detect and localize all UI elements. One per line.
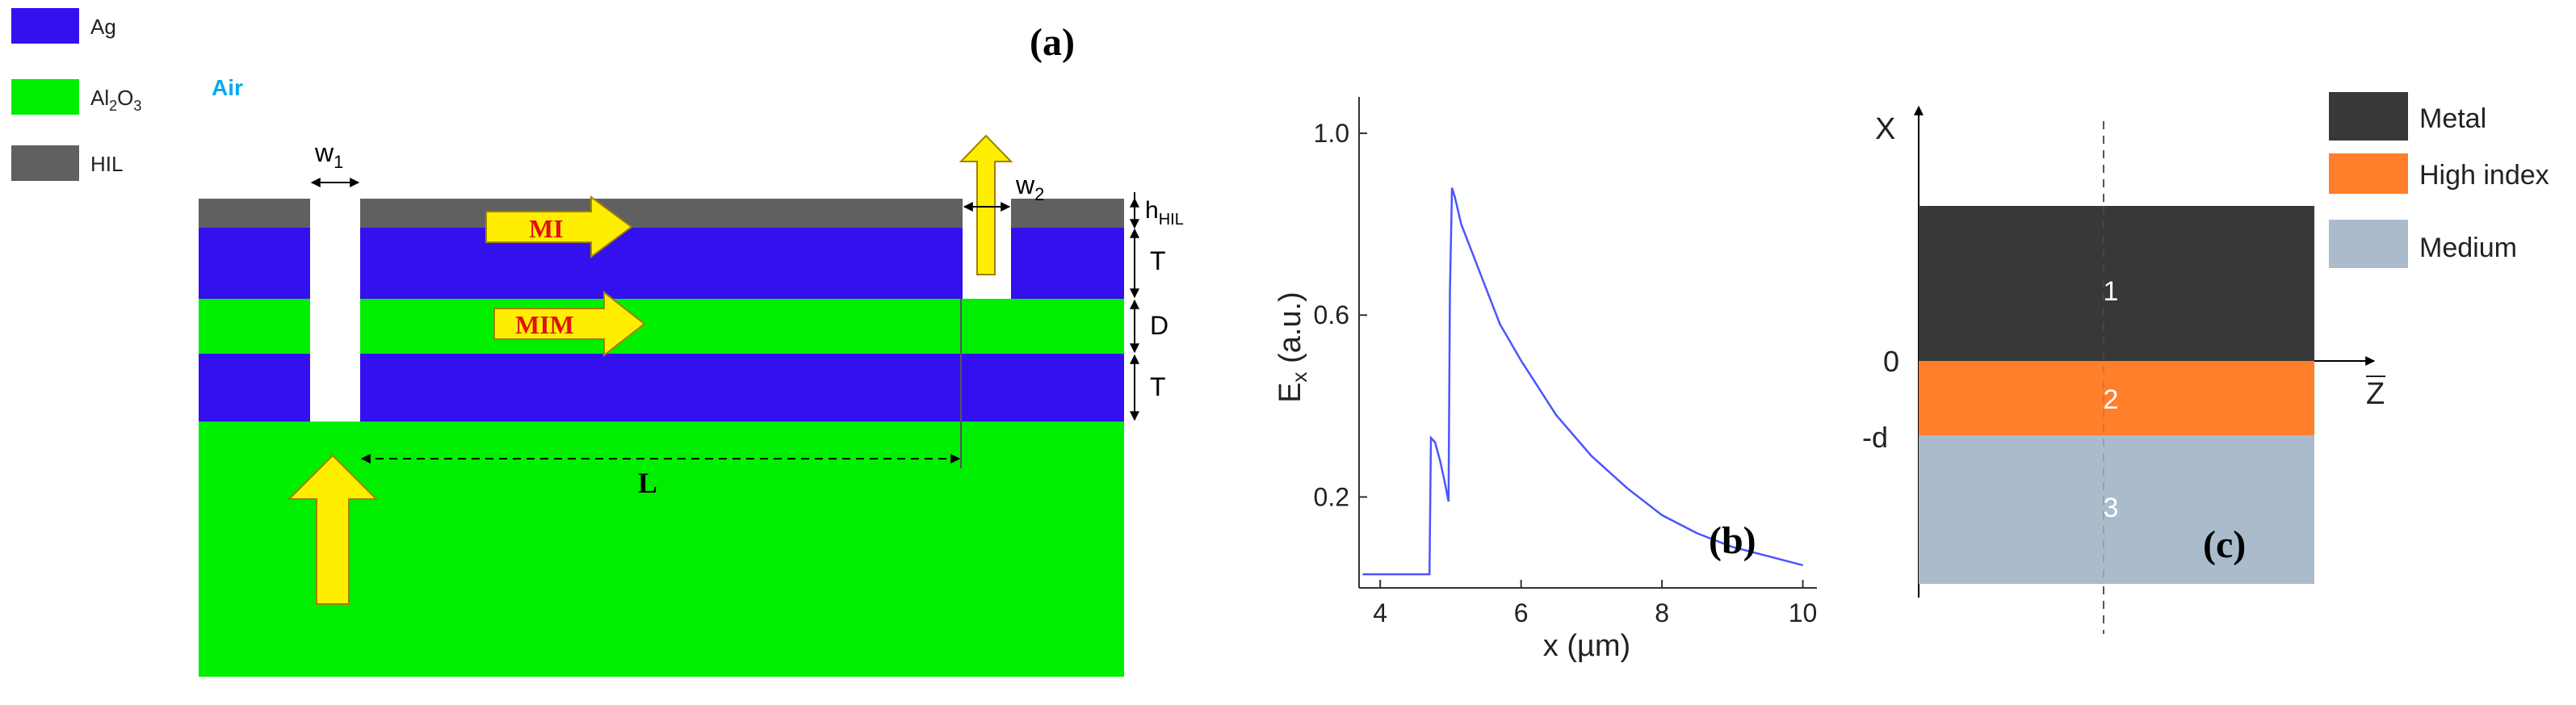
y-tick-label: 0.6 [1314, 300, 1349, 329]
dim-L: L [360, 454, 961, 499]
panel-a-legend: Ag Al2O3 HIL [11, 8, 141, 181]
x-axis-label: X [1875, 112, 1895, 146]
panel-a: Ag Al2O3 HIL Air (a) MI M [11, 8, 1184, 677]
w1-label: w1 [314, 138, 343, 172]
legend-label-metal: Metal [2419, 103, 2486, 134]
panel-c: X 1 2 3 Z 0 -d (c) Metal High index Medi… [1862, 92, 2549, 634]
y-tick-label: 0.2 [1314, 482, 1349, 511]
dim-right: hHIL T D T [1130, 192, 1184, 422]
legend-label-high-index: High index [2419, 160, 2549, 191]
h-hil-label: hHIL [1145, 197, 1184, 229]
mi-label: MI [529, 214, 564, 243]
dim-w2: w2 [963, 170, 1044, 212]
minus-d-label: -d [1862, 421, 1888, 454]
legend-swatch-high-index [2329, 153, 2408, 194]
legend-label-al2o3: Al2O3 [90, 86, 141, 114]
x-tick-label: 8 [1655, 598, 1669, 627]
z-axis-label: Z [2366, 377, 2385, 411]
slit-w1 [310, 199, 360, 422]
substrate-al2o3 [199, 422, 1124, 677]
legend-label-ag: Ag [90, 15, 116, 39]
legend-label-medium: Medium [2419, 233, 2517, 263]
region-label-2: 2 [2104, 384, 2119, 415]
region-label-1: 1 [2104, 276, 2119, 307]
dim-w1: w1 [310, 138, 360, 187]
y-tick-label: 1.0 [1314, 119, 1349, 148]
region-label-3: 3 [2104, 493, 2119, 523]
ex-curve [1362, 187, 1803, 576]
w2-label: w2 [1015, 170, 1044, 204]
region-high-index [1919, 361, 2314, 435]
panel-a-label: (a) [1030, 21, 1075, 64]
panel-c-label: (c) [2203, 523, 2246, 566]
plot-b-xlabel: x (µm) [1543, 629, 1630, 663]
x-tick-label: 4 [1373, 598, 1387, 627]
region-medium [1919, 435, 2314, 584]
zero-label: 0 [1883, 345, 1899, 378]
arrow-mi: MI [485, 195, 633, 258]
arrow-mim: MIM [493, 290, 646, 358]
x-tick-label: 10 [1789, 598, 1818, 627]
air-label: Air [212, 75, 243, 100]
legend-swatch-hil [11, 145, 79, 181]
legend-label-hil: HIL [90, 152, 123, 176]
region-metal [1919, 206, 2314, 361]
legend-swatch-medium [2329, 220, 2408, 268]
legend-swatch-metal [2329, 92, 2408, 141]
mim-label: MIM [515, 310, 574, 339]
t-top-label: T [1150, 246, 1166, 275]
arrow-input [287, 454, 379, 605]
l-label: L [638, 467, 657, 499]
d-label: D [1150, 311, 1168, 340]
panel-c-legend: Metal High index Medium [2329, 92, 2549, 268]
legend-swatch-ag [11, 8, 79, 44]
plot-b-ylabel: Ex (a.u.) [1273, 292, 1311, 403]
panel-b-label: (b) [1709, 519, 1756, 562]
x-tick-label: 6 [1514, 598, 1529, 627]
panel-b: 4 6 8 10 0.2 0.6 1.0 Ex (a.u.) x (µm) (b) [1273, 97, 1817, 663]
t-bottom-label: T [1150, 372, 1166, 401]
legend-swatch-al2o3 [11, 79, 79, 115]
